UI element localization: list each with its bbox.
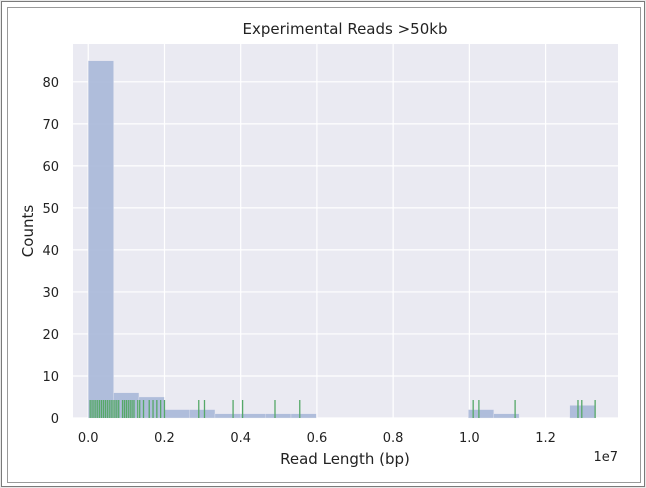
chart-title: Experimental Reads >50kb xyxy=(243,20,448,38)
y-tick-label: 0 xyxy=(51,412,59,427)
x-axis-offset-label: 1e7 xyxy=(593,450,618,465)
y-tick-label: 20 xyxy=(42,328,59,343)
y-axis-label: Counts xyxy=(19,205,37,258)
plot-area xyxy=(73,44,618,418)
x-tick-label: 0.2 xyxy=(154,431,175,446)
y-tick-label: 80 xyxy=(42,76,59,91)
histogram-bar xyxy=(265,413,292,419)
y-tick-label: 40 xyxy=(42,244,59,259)
rug-marks xyxy=(89,400,596,418)
y-tick-label: 30 xyxy=(42,286,59,301)
histogram-bar xyxy=(164,409,190,419)
y-tick-labels: 0 10 20 30 40 50 60 70 80 xyxy=(42,76,59,427)
grid-lines xyxy=(73,44,618,419)
y-tick-label: 50 xyxy=(42,202,59,217)
x-tick-label: 0.4 xyxy=(230,431,251,446)
histogram-bar xyxy=(240,413,266,419)
histogram-bar xyxy=(468,409,494,419)
x-tick-label: 1.0 xyxy=(459,431,480,446)
histogram-bar xyxy=(290,413,317,419)
x-axis-label: Read Length (bp) xyxy=(280,450,410,468)
histogram-bar xyxy=(493,413,520,419)
x-tick-label: 1.2 xyxy=(535,431,556,446)
x-tick-labels: 0.0 0.2 0.4 0.6 0.8 1.0 1.2 xyxy=(78,431,556,446)
histogram-bar xyxy=(214,413,241,419)
histogram-bars xyxy=(88,60,596,419)
x-tick-label: 0.0 xyxy=(78,431,99,446)
x-tick-label: 0.6 xyxy=(307,431,328,446)
y-tick-label: 10 xyxy=(42,370,59,385)
histogram-bar xyxy=(569,405,596,419)
x-tick-label: 0.8 xyxy=(383,431,404,446)
histogram-bar xyxy=(88,60,114,419)
y-tick-label: 70 xyxy=(42,118,59,133)
histogram-bar xyxy=(189,409,216,419)
y-tick-label: 60 xyxy=(42,160,59,175)
